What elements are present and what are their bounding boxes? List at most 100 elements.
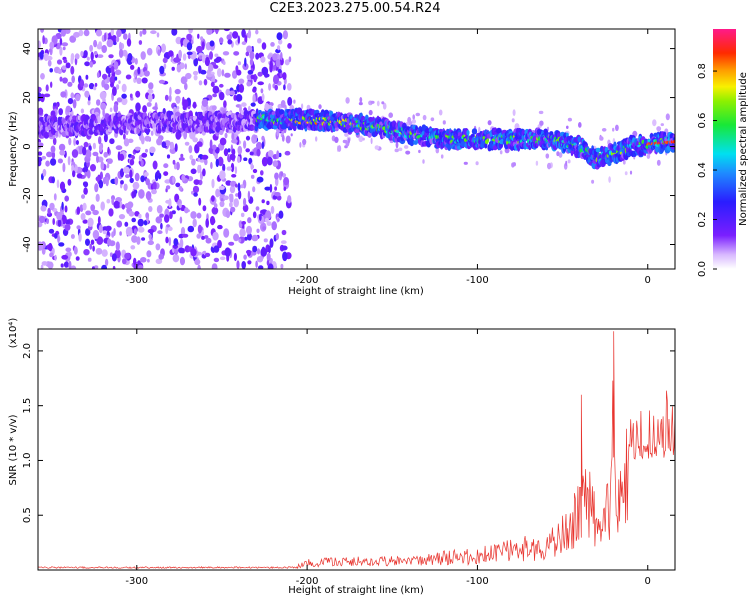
heatmap-cell: [213, 245, 220, 253]
heatmap-cell: [48, 228, 55, 234]
heatmap-cell: [116, 97, 123, 103]
heatmap-cell: [104, 258, 109, 266]
heatmap-cell: [231, 132, 235, 141]
heatmap-cell: [241, 261, 246, 269]
heatmap-cell: [192, 218, 197, 228]
heatmap-cell: [133, 257, 137, 266]
heatmap-cell: [239, 104, 242, 114]
heatmap-cell: [84, 90, 90, 98]
heatmap-cell: [274, 186, 277, 191]
heatmap-cell: [133, 228, 138, 236]
heatmap-cell: [184, 207, 189, 214]
heatmap-cell: [243, 140, 247, 149]
heatmap-cell: [157, 49, 161, 56]
heatmap-cell: [354, 128, 361, 134]
heatmap-cell: [105, 225, 112, 231]
heatmap-cell: [595, 147, 601, 153]
heatmap-cell: [250, 74, 255, 80]
heatmap-cell: [197, 157, 201, 162]
heatmap-cell: [287, 43, 292, 49]
heatmap-cell: [147, 258, 150, 263]
heatmap-cell: [237, 156, 241, 163]
heatmap-cell: [273, 74, 279, 85]
x-tick-label: 0: [645, 576, 651, 587]
heatmap-cell: [277, 68, 282, 74]
heatmap-cell: [76, 173, 83, 179]
heatmap-cell: [193, 57, 199, 67]
heatmap-cell: [418, 149, 421, 154]
heatmap-cell: [206, 29, 213, 35]
heatmap-cell: [120, 180, 124, 185]
heatmap-cell: [54, 254, 57, 261]
heatmap-cell: [115, 145, 123, 151]
heatmap-cell: [174, 143, 178, 152]
heatmap-cell: [208, 64, 214, 72]
heatmap-cell: [368, 109, 373, 116]
heatmap-cell: [184, 141, 190, 146]
heatmap-cell: [275, 58, 281, 68]
heatmap-cell: [656, 126, 662, 132]
heatmap-cell: [178, 157, 185, 161]
heatmap-cell: [660, 123, 664, 127]
heatmap-cell: [246, 45, 253, 53]
heatmap-cell: [140, 159, 144, 167]
heatmap-cell: [213, 203, 218, 209]
heatmap-cell: [255, 29, 259, 35]
heatmap-cell: [277, 45, 281, 51]
heatmap-cell: [71, 149, 79, 158]
heatmap-cell: [225, 128, 229, 133]
heatmap-cell: [151, 189, 157, 195]
heatmap-cell: [141, 77, 148, 84]
heatmap-cell: [204, 56, 210, 67]
heatmap-cell: [63, 261, 69, 268]
heatmap-cell: [139, 30, 143, 37]
heatmap-cell: [93, 265, 99, 269]
heatmap-cell: [267, 263, 274, 269]
heatmap-cell: [197, 33, 200, 39]
heatmap-cell: [656, 159, 661, 166]
y-tick-label: 0: [22, 143, 33, 149]
heatmap-cell: [42, 168, 47, 177]
heatmap-cell: [198, 65, 202, 74]
heatmap-cell: [128, 211, 135, 217]
heatmap-cell: [556, 151, 560, 157]
heatmap-cell: [137, 226, 145, 233]
heatmap-cell: [219, 37, 224, 44]
heatmap-cell: [53, 193, 57, 201]
heatmap-cell: [176, 106, 180, 110]
heatmap-cell: [215, 56, 222, 62]
heatmap-cell: [134, 127, 137, 135]
heatmap-cell: [47, 261, 54, 269]
heatmap-cell: [274, 192, 281, 197]
heatmap-cell: [135, 102, 141, 112]
heatmap-cell: [275, 233, 279, 240]
heatmap-cell: [222, 51, 230, 56]
heatmap-cell: [156, 170, 160, 177]
heatmap-cell: [252, 94, 256, 104]
heatmap-cell: [56, 59, 63, 65]
heatmap-cell: [108, 54, 114, 59]
heatmap-cell: [48, 242, 53, 252]
heatmap-cell: [219, 170, 226, 180]
heatmap-cell: [241, 29, 246, 38]
heatmap-cell: [142, 105, 148, 113]
heatmap-cell: [83, 50, 88, 58]
heatmap-cell: [100, 161, 105, 171]
heatmap-cell: [62, 46, 66, 51]
heatmap-cell: [201, 235, 205, 240]
heatmap-cell: [87, 257, 92, 262]
heatmap-cell: [409, 138, 415, 147]
heatmap-cell: [143, 70, 150, 77]
heatmap-cell: [565, 160, 568, 166]
heatmap-cell: [74, 53, 80, 60]
heatmap-cell: [103, 151, 108, 158]
heatmap-cell: [51, 151, 56, 159]
heatmap-cell: [127, 201, 134, 209]
heatmap-cell: [180, 76, 187, 85]
heatmap-cell: [438, 109, 443, 116]
heatmap-cell: [251, 234, 259, 242]
heatmap-cell: [110, 66, 115, 74]
heatmap-cell: [144, 172, 149, 177]
heatmap-cell: [370, 100, 375, 104]
heatmap-cell: [178, 49, 183, 60]
